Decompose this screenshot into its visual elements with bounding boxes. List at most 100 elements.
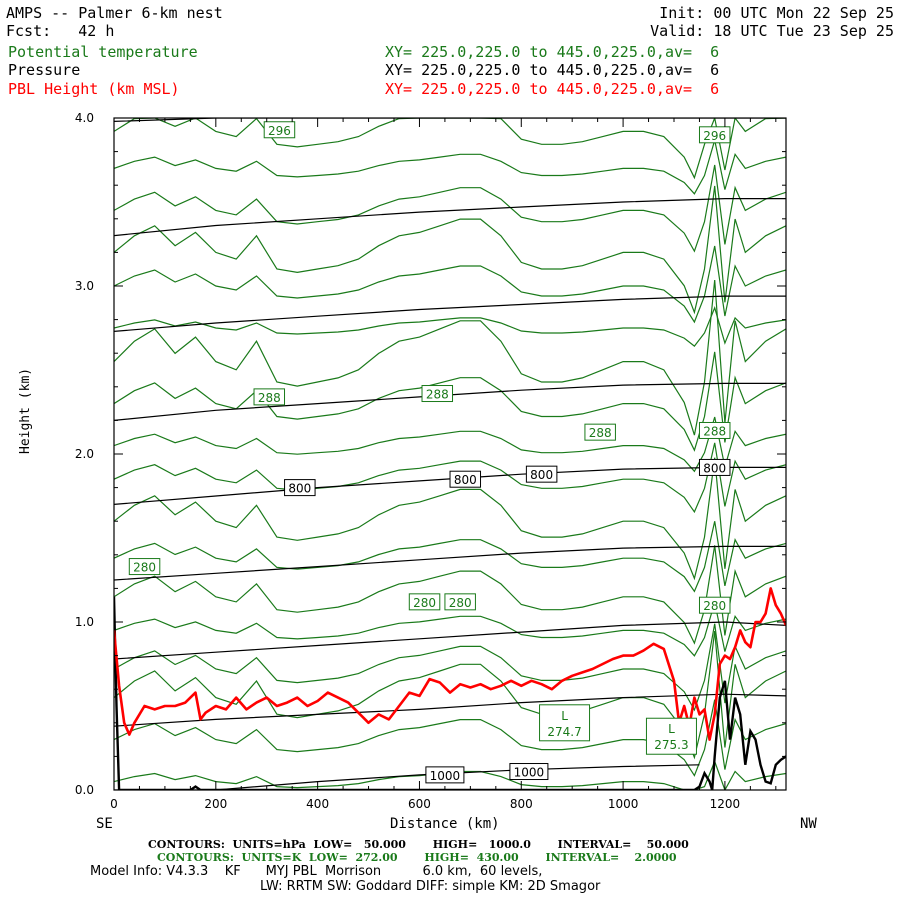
x-tick-label: 400 <box>306 797 329 811</box>
contour-label-text: 1000 <box>514 766 545 780</box>
contour-label: 1000 <box>509 763 549 781</box>
minimum-box <box>645 717 697 755</box>
contour-label: 280 <box>128 558 161 576</box>
contour-label: 800 <box>698 458 731 476</box>
isobar-line <box>114 764 700 790</box>
x-tick-label: 1200 <box>710 797 741 811</box>
field-xy-pressure: XY= 225.0,225.0 to 445.0,225.0,av= 6 <box>385 61 720 79</box>
x-tick-label: 600 <box>408 797 431 811</box>
contour-label: 296 <box>698 126 731 144</box>
footer-contours-pressure: CONTOURS: UNITS=hPa LOW= 50.000 HIGH= 10… <box>148 838 689 851</box>
contour-label-box <box>444 593 476 611</box>
axis-ticks: 0 200 400 600 800 1000 1200 0.0 1.0 2.0 3.0 4.0 <box>75 111 786 811</box>
contour-label-box <box>584 423 616 441</box>
contour-label: 280 <box>408 593 441 611</box>
contour-label-text: 288 <box>426 388 449 402</box>
isobar-line <box>114 621 786 660</box>
contour-label-box <box>128 558 161 576</box>
contour-label-text: 800 <box>530 468 553 482</box>
contour-label: 288 <box>253 388 286 406</box>
contour-label-box <box>698 126 731 144</box>
x-axis-title: Distance (km) <box>390 816 500 832</box>
contour-label-box <box>253 388 286 406</box>
contour-label: 280 <box>698 596 731 614</box>
footer-physics: LW: RRTM SW: Goddard DIFF: simple KM: 2D… <box>260 879 601 894</box>
isentrope-line <box>114 416 786 473</box>
field-name-theta: Potential temperature <box>8 43 198 61</box>
isobar-line <box>114 198 786 237</box>
plot-frame <box>113 117 787 791</box>
y-tick-label: 0.0 <box>75 783 94 797</box>
isentrope-line <box>114 602 786 657</box>
isentrope-line <box>114 140 786 195</box>
contour-label-text: 288 <box>589 426 612 440</box>
isentrope-line <box>114 521 786 593</box>
field-name-pbl: PBL Height (km MSL) <box>8 80 180 98</box>
isentrope-line <box>114 164 786 253</box>
isentrope-line <box>114 305 786 347</box>
isobar-line <box>114 545 786 581</box>
isentrope-line <box>114 699 786 777</box>
valid-time: Valid: 18 UTC Tue 23 Sep 25 <box>650 22 894 40</box>
contour-label-box <box>408 593 441 611</box>
isobar-line <box>114 295 786 332</box>
x-tick-label: 800 <box>510 797 533 811</box>
pbl-height-line <box>114 587 786 741</box>
pbl-height-series <box>114 587 786 741</box>
contour-label-text: 1000 <box>430 769 461 783</box>
contour-label: 800 <box>284 479 316 497</box>
contour-label-text: 280 <box>703 599 726 613</box>
contour-label-text: 296 <box>268 124 291 138</box>
forecast-hour: Fcst: 42 h <box>6 22 115 40</box>
contour-label-text: 280 <box>413 596 436 610</box>
y-tick-label: 4.0 <box>75 111 94 125</box>
contour-label-text: 288 <box>258 391 281 405</box>
contour-label-box <box>525 465 558 483</box>
contour-label: 800 <box>449 470 482 488</box>
isobar-line <box>114 693 786 727</box>
contour-label: 288 <box>698 421 731 439</box>
contour-label-text: 800 <box>703 461 726 475</box>
minimum-value: 275.3 <box>654 738 688 752</box>
contour-label-box <box>509 763 549 781</box>
footer-model-info: Model Info: V4.3.3 KF MYJ PBL Morrison 6… <box>90 864 543 879</box>
contour-label-box <box>698 458 731 476</box>
isentrope-line <box>114 185 786 315</box>
contour-label-text: 280 <box>449 596 472 610</box>
isobar-line <box>114 382 786 421</box>
contour-label: 1000 <box>425 766 465 784</box>
isentrope-line <box>114 457 786 581</box>
isentrope-line <box>114 623 786 712</box>
minimum-letter: L <box>668 722 675 736</box>
x-tick-label: 0 <box>110 797 118 811</box>
minimum-value: 274.7 <box>547 725 581 739</box>
contour-label-box <box>263 121 296 139</box>
isentrope-line <box>114 245 786 324</box>
contour-label-text: 800 <box>454 473 477 487</box>
contour-label: 296 <box>263 121 296 139</box>
contour-label: 280 <box>444 593 476 611</box>
contour-label: 288 <box>421 385 454 403</box>
minimum-marker: L 274.7 <box>539 704 591 742</box>
right-end-label: NW <box>800 816 817 832</box>
terrain-profile <box>114 596 786 790</box>
contour-label-text: 800 <box>288 482 311 496</box>
axes-frame <box>113 117 787 791</box>
x-tick-label: 200 <box>204 797 227 811</box>
contour-label: 288 <box>584 423 616 441</box>
isentrope-contours <box>114 118 786 790</box>
minimum-marker: L 275.3 <box>645 717 697 755</box>
contour-label-box <box>425 766 465 784</box>
isobar-contours <box>114 118 786 790</box>
left-end-label: SE <box>96 816 113 832</box>
minimum-box <box>539 704 591 742</box>
contour-label-text: 296 <box>703 129 726 143</box>
contour-label-box <box>698 421 731 439</box>
isentrope-line <box>114 442 786 514</box>
y-tick-label: 2.0 <box>75 447 94 461</box>
contour-label-box <box>421 385 454 403</box>
footer-contours-theta: CONTOURS: UNITS=K LOW= 272.00 HIGH= 430.… <box>157 851 677 864</box>
contour-label-box <box>698 596 731 614</box>
plot-title: AMPS -- Palmer 6-km nest <box>6 4 223 22</box>
